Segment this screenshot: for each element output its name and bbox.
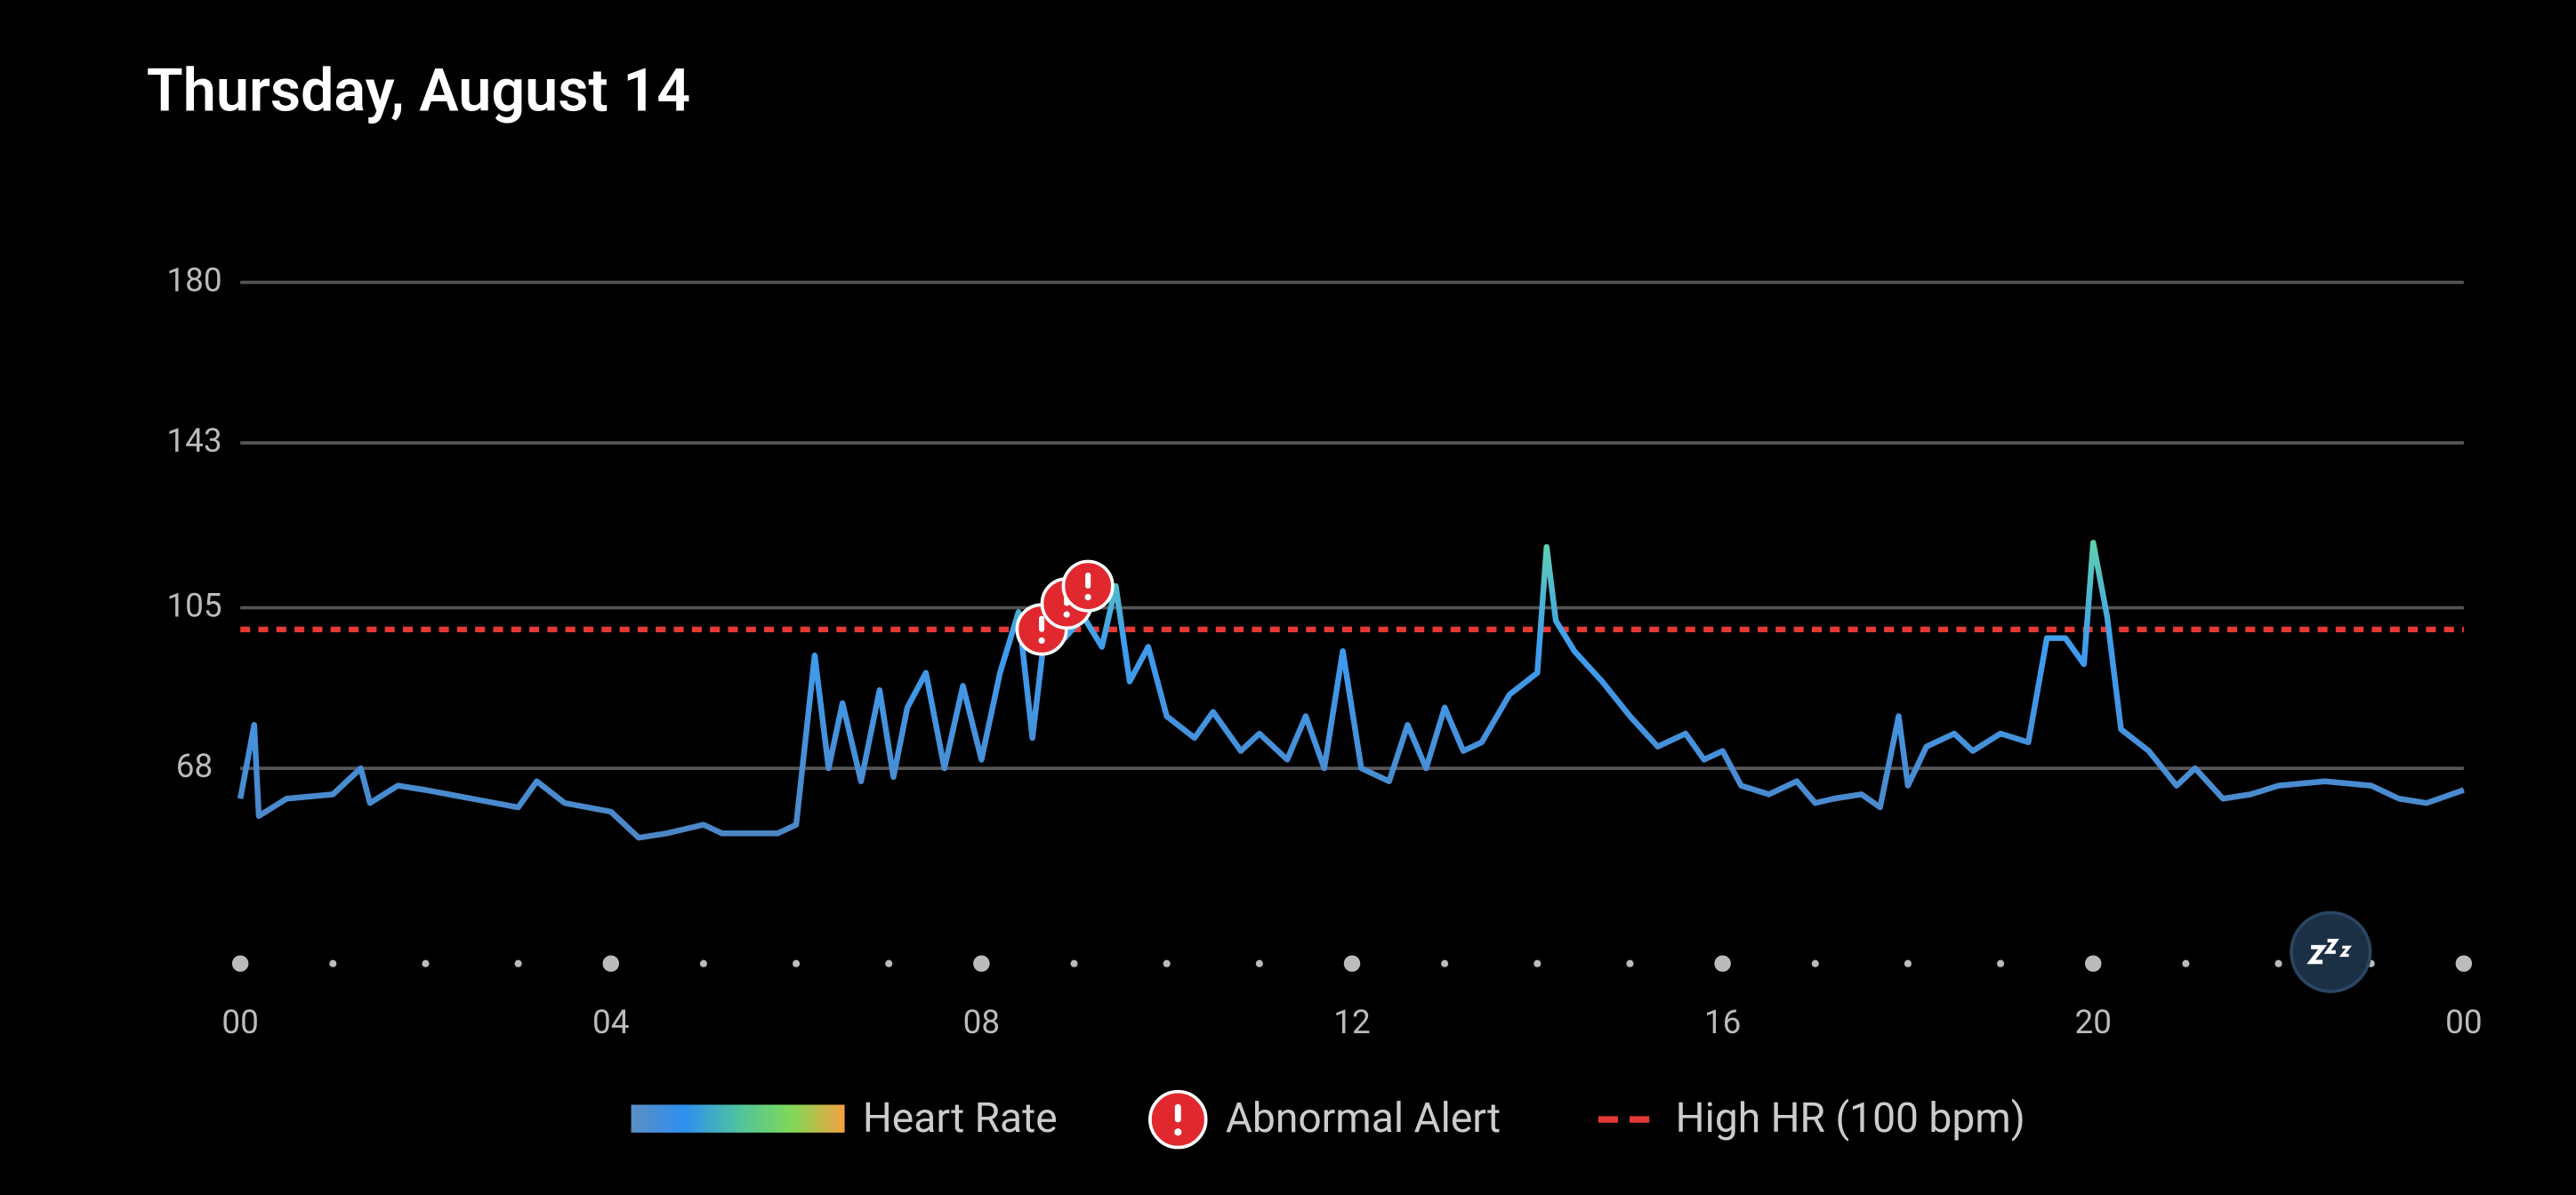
legend-swatch <box>631 1104 845 1133</box>
x-tick-label: 20 <box>2074 1004 2111 1042</box>
y-tick-label: 180 <box>166 261 221 300</box>
x-minor-tick <box>1255 959 1263 967</box>
x-minor-tick <box>1997 959 2005 967</box>
x-tick-dot <box>2085 955 2102 972</box>
x-tick-dot <box>602 955 619 972</box>
legend-label: Abnormal Alert <box>1226 1095 1501 1143</box>
x-minor-tick <box>422 959 430 967</box>
chart-title: Thursday, August 14 <box>147 57 690 126</box>
x-minor-tick <box>2182 959 2190 967</box>
x-minor-tick <box>1811 959 1819 967</box>
alert-glyph <box>1038 637 1045 644</box>
x-tick-dot <box>231 955 249 972</box>
x-minor-tick <box>514 959 522 967</box>
x-minor-tick <box>329 959 337 967</box>
y-tick-label: 68 <box>176 748 213 786</box>
x-minor-tick <box>793 959 801 967</box>
alert-glyph <box>1039 615 1045 632</box>
alert-glyph <box>1084 593 1091 601</box>
y-tick-label: 143 <box>166 422 221 461</box>
x-minor-tick <box>1070 959 1078 967</box>
sleep-icon <box>2290 910 2372 993</box>
x-tick-label: 00 <box>221 1004 258 1042</box>
y-tick-label: 105 <box>166 587 221 625</box>
x-tick-dot <box>973 955 990 972</box>
alert-marker <box>1148 1089 1208 1150</box>
x-tick-dot <box>1343 955 1361 972</box>
x-tick-label: 04 <box>592 1004 629 1042</box>
x-minor-tick <box>1441 959 1449 967</box>
x-tick-label: 12 <box>1333 1004 1370 1042</box>
x-tick-dot <box>1714 955 1731 972</box>
x-tick-label: 16 <box>1704 1004 1741 1042</box>
x-minor-tick <box>1626 959 1634 967</box>
alert-glyph <box>1063 611 1070 618</box>
alert-glyph <box>1174 1128 1182 1136</box>
heart-rate-line <box>237 540 2465 841</box>
legend-label: Heart Rate <box>863 1095 1058 1143</box>
alert-glyph <box>1085 572 1091 589</box>
x-minor-tick <box>2274 959 2282 967</box>
x-tick-label: 00 <box>2445 1004 2482 1042</box>
x-minor-tick <box>1163 959 1171 967</box>
x-tick-label: 08 <box>963 1004 1000 1042</box>
x-tick-dot <box>2455 955 2473 972</box>
x-minor-tick <box>1904 959 1912 967</box>
legend-label: High HR (100 bpm) <box>1676 1095 2025 1143</box>
x-minor-tick <box>699 959 707 967</box>
x-minor-tick <box>1534 959 1542 967</box>
alert-glyph <box>1174 1103 1181 1123</box>
x-minor-tick <box>885 959 893 967</box>
alert-marker <box>1061 559 1115 613</box>
